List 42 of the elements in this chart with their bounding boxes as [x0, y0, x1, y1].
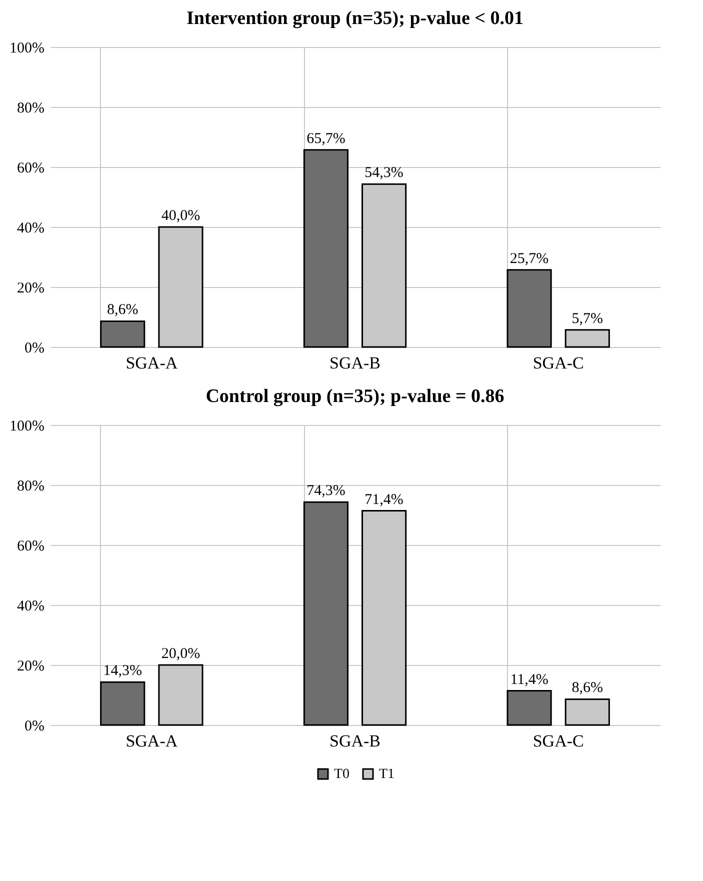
y-tick-label: 60% [17, 538, 44, 554]
chart-title: Intervention group (n=35); p-value < 0.01 [186, 8, 524, 29]
data-label: 8,6% [572, 680, 604, 696]
y-tick-label: 60% [17, 160, 44, 176]
data-label: 54,3% [364, 165, 404, 182]
data-label: 71,4% [364, 492, 404, 508]
y-tick-label: 20% [17, 658, 44, 674]
x-tick-label: SGA-A [126, 732, 178, 750]
data-label: 65,7% [306, 130, 346, 147]
legend-label: T1 [379, 767, 395, 782]
y-tick-label: 40% [17, 220, 44, 236]
x-tick-label: SGA-C [532, 354, 584, 372]
y-tick-label: 40% [17, 598, 44, 614]
x-tick-label: SGA-B [329, 732, 381, 750]
bar [564, 329, 610, 348]
data-label: 74,3% [306, 483, 346, 500]
data-label: 14,3% [103, 663, 142, 680]
y-tick-label: 80% [17, 478, 44, 494]
bar [100, 320, 146, 348]
y-tick-label: 100% [10, 40, 44, 56]
data-label: 20,0% [161, 646, 200, 662]
data-label: 40,0% [161, 208, 200, 224]
x-tick-label: SGA-C [532, 732, 584, 750]
bar [303, 501, 348, 726]
bar [303, 149, 348, 348]
bar [564, 698, 610, 726]
y-tick-label: 0% [24, 340, 44, 356]
y-tick-label: 80% [17, 100, 44, 116]
bar [506, 269, 552, 348]
y-tick-label: 100% [10, 418, 44, 434]
chart-title: Control group (n=35); p-value = 0.86 [206, 386, 504, 407]
data-label: 5,7% [572, 310, 604, 327]
x-tick-label: SGA-B [329, 354, 381, 372]
bar [100, 681, 146, 726]
legend-label: T0 [334, 767, 350, 782]
data-label: 11,4% [510, 672, 548, 688]
x-tick-label: SGA-A [126, 354, 178, 372]
data-label: 8,6% [106, 302, 138, 318]
y-tick-label: 20% [17, 280, 44, 296]
bar [506, 690, 552, 726]
data-label: 25,7% [510, 250, 549, 267]
y-tick-label: 0% [24, 718, 44, 734]
